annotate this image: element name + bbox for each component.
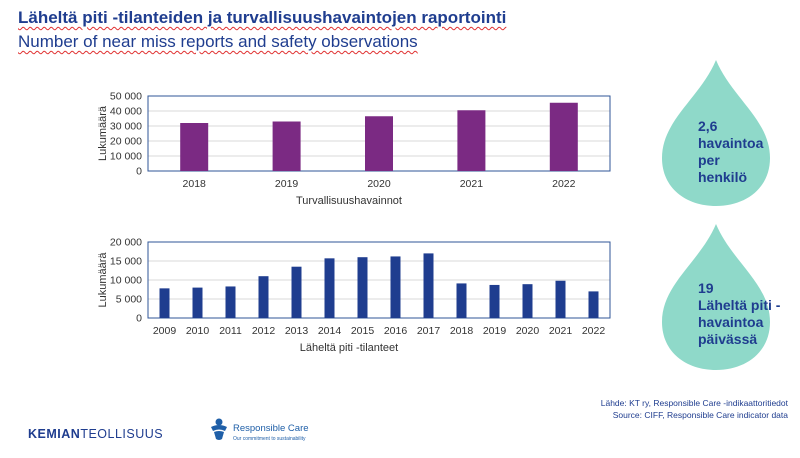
source-finnish: Lähde: KT ry, Responsible Care -indikaat…: [600, 398, 788, 408]
nm-bar-2012: [258, 276, 269, 318]
nm-bar-2022: [588, 291, 599, 318]
nm-xtick-label: 2019: [483, 325, 507, 337]
obs-bar-2020: [365, 116, 393, 171]
obs-y-axis-title: Lukumäärä: [97, 105, 109, 161]
nm-xtick-label: 2011: [219, 325, 242, 337]
nm-bar-2017: [423, 253, 434, 318]
drop-shape-2: [662, 224, 770, 370]
nm-bar-2010: [192, 287, 203, 318]
obs-ytick-label: 10 000: [110, 151, 142, 163]
nm-bar-2018: [456, 283, 467, 318]
obs-ytick-label: 50 000: [110, 91, 142, 103]
title-english: Number of near miss reports and safety o…: [18, 32, 418, 51]
obs-ytick-label: 20 000: [110, 136, 142, 148]
obs-ytick-label: 0: [136, 166, 142, 178]
nm-bar-2020: [522, 284, 533, 318]
nm-ytick-label: 10 000: [110, 275, 142, 287]
obs-xtick-label: 2022: [552, 178, 576, 190]
nm-bar-2019: [489, 284, 500, 318]
nm-y-axis-title: Lukumäärä: [97, 252, 109, 308]
nm-xtick-label: 2021: [549, 325, 573, 337]
obs-bar-2019: [272, 121, 301, 171]
nm-bar-2016: [390, 256, 401, 318]
nm-xtick-label: 2009: [153, 325, 177, 337]
nm-xtick-label: 2013: [285, 325, 309, 337]
nm-xtick-label: 2022: [582, 325, 606, 337]
nm-ytick-label: 0: [136, 313, 142, 325]
obs-xtick-label: 2018: [183, 178, 207, 190]
obs-xtick-label: 2020: [367, 178, 391, 190]
drop-shape-1: [662, 60, 770, 206]
nm-xtick-label: 2016: [384, 325, 408, 337]
nm-xtick-label: 2020: [516, 325, 540, 337]
nm-plot-frame: [147, 241, 611, 319]
obs-ytick-label: 30 000: [110, 121, 142, 133]
obs-bar-2022: [549, 102, 578, 171]
nm-bar-2011: [225, 286, 236, 318]
nm-xtick-label: 2014: [318, 325, 342, 337]
nm-bar-2009: [159, 288, 170, 318]
responsible-care-icon: [211, 418, 227, 440]
nm-xtick-label: 2010: [186, 325, 210, 337]
callout-per-day: 19 Läheltä piti - havaintoa päivässä: [698, 280, 781, 347]
nm-xtick-label: 2015: [351, 325, 375, 337]
nm-bar-2021: [555, 280, 566, 318]
callout-per-person: 2,6 havaintoa per henkilö: [698, 118, 764, 185]
nm-xtick-label: 2018: [450, 325, 474, 337]
nm-ytick-label: 15 000: [110, 256, 142, 268]
obs-x-axis-title: Turvallisuushavainnot: [296, 195, 402, 207]
responsible-care-tagline: Our commitment to sustainability: [233, 436, 306, 442]
obs-ytick-label: 40 000: [110, 106, 142, 118]
nm-bar-2015: [357, 257, 368, 318]
source-english: Source: CIFF, Responsible Care indicator…: [612, 410, 788, 420]
title-finnish: Läheltä piti -tilanteiden ja turvallisuu…: [18, 8, 507, 27]
obs-xtick-label: 2019: [275, 178, 299, 190]
nm-x-axis-title: Läheltä piti -tilanteet: [300, 342, 398, 354]
nm-ytick-label: 5 000: [116, 294, 142, 306]
kemianteollisuus-logo: KEMIANTEOLLISUUS: [28, 427, 164, 441]
nm-bar-2014: [324, 258, 335, 318]
obs-xtick-label: 2021: [460, 178, 484, 190]
nm-xtick-label: 2017: [417, 325, 441, 337]
obs-bar-2021: [457, 110, 486, 171]
nm-xtick-label: 2012: [252, 325, 276, 337]
nm-bar-2013: [291, 266, 302, 318]
nm-ytick-label: 20 000: [110, 237, 142, 249]
obs-bar-2018: [180, 123, 209, 171]
responsible-care-name: Responsible Care: [233, 423, 309, 434]
